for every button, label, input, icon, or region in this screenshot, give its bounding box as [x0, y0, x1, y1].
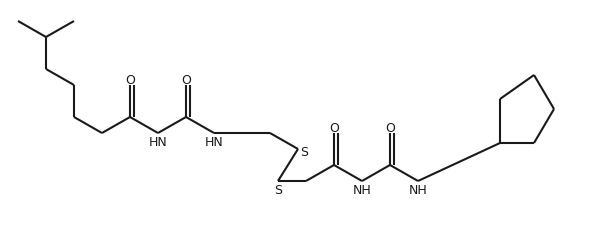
Text: S: S	[274, 183, 282, 196]
Text: HN: HN	[205, 135, 224, 148]
Text: S: S	[300, 145, 308, 158]
Text: O: O	[385, 121, 395, 134]
Text: O: O	[181, 73, 191, 86]
Text: O: O	[125, 73, 135, 86]
Text: NH: NH	[409, 183, 428, 196]
Text: NH: NH	[353, 183, 371, 196]
Text: HN: HN	[149, 135, 167, 148]
Text: O: O	[329, 121, 339, 134]
